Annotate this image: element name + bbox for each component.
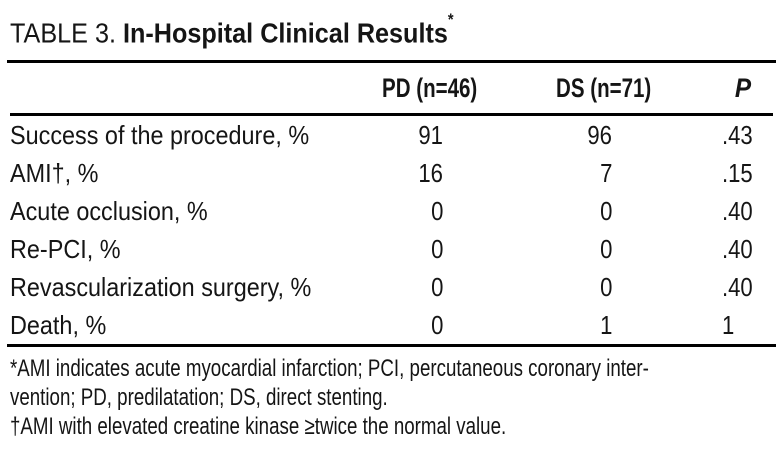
footnote-line-2: vention; PD, predilatation; DS, direct s… [10,384,388,412]
column-header-label [10,63,365,117]
pd-value: 91 [418,119,443,150]
row-label: Success of the procedure, % [10,119,310,150]
table-title-main: In-Hospital Clinical Results [122,17,448,49]
table-number: TABLE 3. [10,17,123,49]
p-value: 1 [722,309,735,340]
pd-value: 0 [430,233,443,264]
table-row: Success of the procedure, % 91 96 .43 [10,115,773,155]
ds-value: 7 [599,157,612,188]
table-row: Revascularization surgery, % 0 0 .40 [10,268,773,306]
p-value: .40 [722,271,753,302]
header-row: PD (n=46) DS (n=71) P [10,63,773,117]
ds-value: 0 [599,233,612,264]
ds-value: 1 [599,309,612,340]
p-value: .43 [722,119,753,150]
page-title-text: TABLE 3. In-Hospital Clinical Results* [10,10,454,50]
table-row: Acute occlusion, % 0 0 .40 [10,192,773,230]
clinical-results-table: PD (n=46) DS (n=71) P Success of the pro… [10,63,773,344]
pd-value: 0 [430,271,443,302]
pd-value: 16 [418,157,443,188]
column-header-ds: DS (n=71) [495,63,713,117]
page-title: TABLE 3. In-Hospital Clinical Results* [10,10,773,50]
footnote-line-3: †AMI with elevated creatine kinase ≥twic… [10,413,507,441]
p-value: .40 [722,195,753,226]
pd-value: 0 [430,195,443,226]
row-label: AMI†, % [10,157,99,188]
footnotes: *AMI indicates acute myocardial infarcti… [10,354,773,441]
column-header-p: P [713,63,773,117]
p-value: .40 [722,233,753,264]
ds-value: 96 [587,119,612,150]
column-header-pd: PD (n=46) [365,63,495,117]
table-row: Death, % 0 1 1 [10,306,773,344]
p-value: .15 [722,157,753,188]
table-row: Re-PCI, % 0 0 .40 [10,230,773,268]
pd-value: 0 [430,309,443,340]
footnote-divider-rule [7,344,776,348]
title-footnote-marker: * [447,10,454,29]
ds-value: 0 [599,195,612,226]
row-label: Re-PCI, % [10,233,121,264]
footnote-line-1: *AMI indicates acute myocardial infarcti… [10,355,649,383]
row-label: Revascularization surgery, % [10,271,312,302]
ds-value: 0 [599,271,612,302]
row-label: Acute occlusion, % [10,195,208,226]
row-label: Death, % [10,309,107,340]
title-divider-rule [7,60,776,64]
table-row: AMI†, % 16 7 .15 [10,154,773,192]
